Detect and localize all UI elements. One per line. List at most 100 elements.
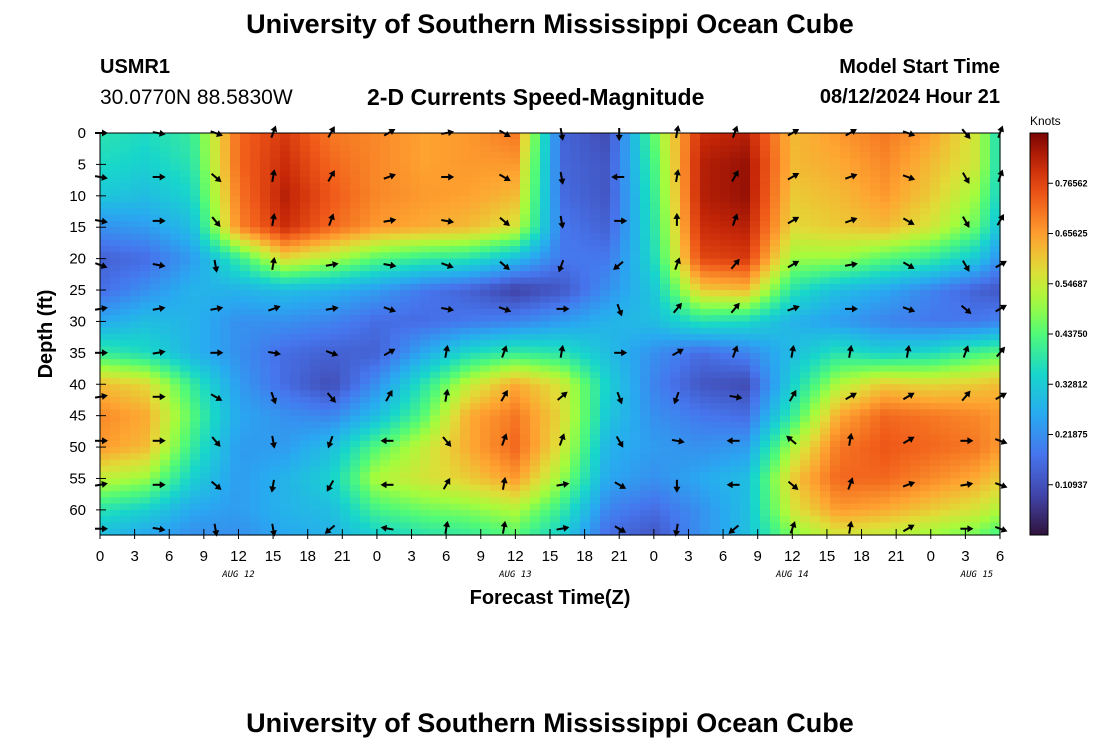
heatmap-cell bbox=[250, 246, 261, 253]
heatmap-cell bbox=[710, 428, 721, 436]
heatmap-cell bbox=[770, 195, 781, 203]
heatmap-cell bbox=[140, 428, 151, 436]
heatmap-cell bbox=[850, 202, 861, 209]
heatmap-cell bbox=[910, 465, 921, 473]
heatmap-cell bbox=[410, 133, 421, 140]
heatmap-cell bbox=[110, 308, 121, 316]
heatmap-cell bbox=[570, 302, 581, 310]
heatmap-cell bbox=[850, 359, 861, 367]
heatmap-cell bbox=[480, 258, 491, 266]
heatmap-cell bbox=[480, 158, 491, 166]
heatmap-cell bbox=[420, 472, 431, 480]
heatmap-cell bbox=[550, 334, 561, 341]
heatmap-cell bbox=[110, 145, 121, 153]
heatmap-cell bbox=[390, 346, 401, 354]
heatmap-cell bbox=[530, 459, 541, 467]
heatmap-cell bbox=[790, 365, 801, 373]
heatmap-cell bbox=[280, 246, 291, 253]
heatmap-cell bbox=[180, 133, 191, 140]
heatmap-cell bbox=[630, 434, 641, 442]
heatmap-cell bbox=[770, 239, 781, 247]
heatmap-cell bbox=[510, 308, 521, 316]
heatmap-cell bbox=[330, 176, 341, 184]
heatmap-cell bbox=[250, 302, 261, 310]
heatmap-cell bbox=[150, 271, 161, 279]
heatmap-cell bbox=[470, 264, 481, 272]
heatmap-cell bbox=[730, 158, 741, 166]
heatmap-cell bbox=[360, 421, 371, 429]
heatmap-cell bbox=[440, 472, 451, 480]
heatmap-cell bbox=[210, 434, 221, 442]
heatmap-cell bbox=[530, 208, 541, 216]
heatmap-cell bbox=[900, 176, 911, 184]
heatmap-cell bbox=[640, 151, 651, 159]
heatmap-cell bbox=[190, 195, 201, 203]
heatmap-cell bbox=[140, 453, 151, 461]
heatmap-cell bbox=[890, 371, 901, 379]
heatmap-cell bbox=[420, 334, 431, 341]
heatmap-cell bbox=[990, 377, 1001, 385]
heatmap-cell bbox=[990, 220, 1001, 228]
heatmap-cell bbox=[160, 415, 171, 423]
heatmap-cell bbox=[940, 465, 951, 473]
heatmap-cell bbox=[500, 465, 511, 473]
heatmap-cell bbox=[570, 334, 581, 341]
heatmap-cell bbox=[610, 252, 621, 260]
heatmap-cell bbox=[590, 214, 601, 222]
heatmap-cell bbox=[140, 208, 151, 216]
heatmap-cell bbox=[410, 403, 421, 410]
heatmap-cell bbox=[920, 246, 931, 253]
heatmap-cell bbox=[300, 296, 311, 304]
heatmap-cell bbox=[850, 421, 861, 429]
heatmap-cell bbox=[760, 264, 771, 272]
heatmap-cell bbox=[880, 415, 891, 423]
heatmap-cell bbox=[200, 189, 211, 197]
heatmap-cell bbox=[440, 403, 451, 410]
heatmap-cell bbox=[280, 139, 291, 147]
heatmap-cell bbox=[320, 176, 331, 184]
heatmap-cell bbox=[280, 183, 291, 191]
heatmap-cell bbox=[260, 220, 271, 228]
heatmap-cell bbox=[100, 459, 111, 467]
heatmap-cell bbox=[260, 227, 271, 235]
heatmap-cell bbox=[640, 164, 651, 172]
heatmap-cell bbox=[220, 290, 231, 297]
heatmap-cell bbox=[110, 327, 121, 335]
heatmap-cell bbox=[170, 277, 181, 285]
heatmap-cell bbox=[490, 308, 501, 316]
heatmap-cell bbox=[320, 133, 331, 140]
heatmap-cell bbox=[370, 296, 381, 304]
heatmap-cell bbox=[840, 346, 851, 354]
heatmap-cell bbox=[900, 296, 911, 304]
heatmap-cell bbox=[410, 164, 421, 172]
heatmap-cell bbox=[960, 290, 971, 297]
heatmap-cell bbox=[640, 214, 651, 222]
heatmap-cell bbox=[660, 264, 671, 272]
heatmap-cell bbox=[170, 176, 181, 184]
heatmap-cell bbox=[770, 421, 781, 429]
heatmap-cell bbox=[380, 158, 391, 166]
heatmap-cell bbox=[750, 290, 761, 297]
heatmap-cell bbox=[850, 176, 861, 184]
heatmap-cell bbox=[620, 271, 631, 279]
heatmap-cell bbox=[200, 403, 211, 410]
heatmap-cell bbox=[620, 277, 631, 285]
heatmap-cell bbox=[930, 151, 941, 159]
heatmap-cell bbox=[890, 164, 901, 172]
heatmap-cell bbox=[870, 409, 881, 417]
heatmap-cell bbox=[820, 327, 831, 335]
heatmap-cell bbox=[460, 271, 471, 279]
heatmap-cell bbox=[180, 465, 191, 473]
heatmap-cell bbox=[480, 396, 491, 404]
heatmap-cell bbox=[860, 183, 871, 191]
heatmap-cell bbox=[150, 472, 161, 480]
heatmap-cell bbox=[820, 189, 831, 197]
heatmap-cell bbox=[830, 195, 841, 203]
heatmap-cell bbox=[970, 264, 981, 272]
heatmap-cell bbox=[570, 214, 581, 222]
heatmap-cell bbox=[240, 365, 251, 373]
heatmap-cell bbox=[440, 465, 451, 473]
heatmap-cell bbox=[590, 409, 601, 417]
heatmap-cell bbox=[790, 459, 801, 467]
heatmap-cell bbox=[500, 189, 511, 197]
